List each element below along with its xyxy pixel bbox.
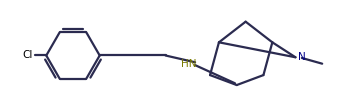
Text: Cl: Cl (22, 51, 33, 60)
Text: N: N (298, 52, 305, 62)
Text: HN: HN (181, 59, 197, 69)
